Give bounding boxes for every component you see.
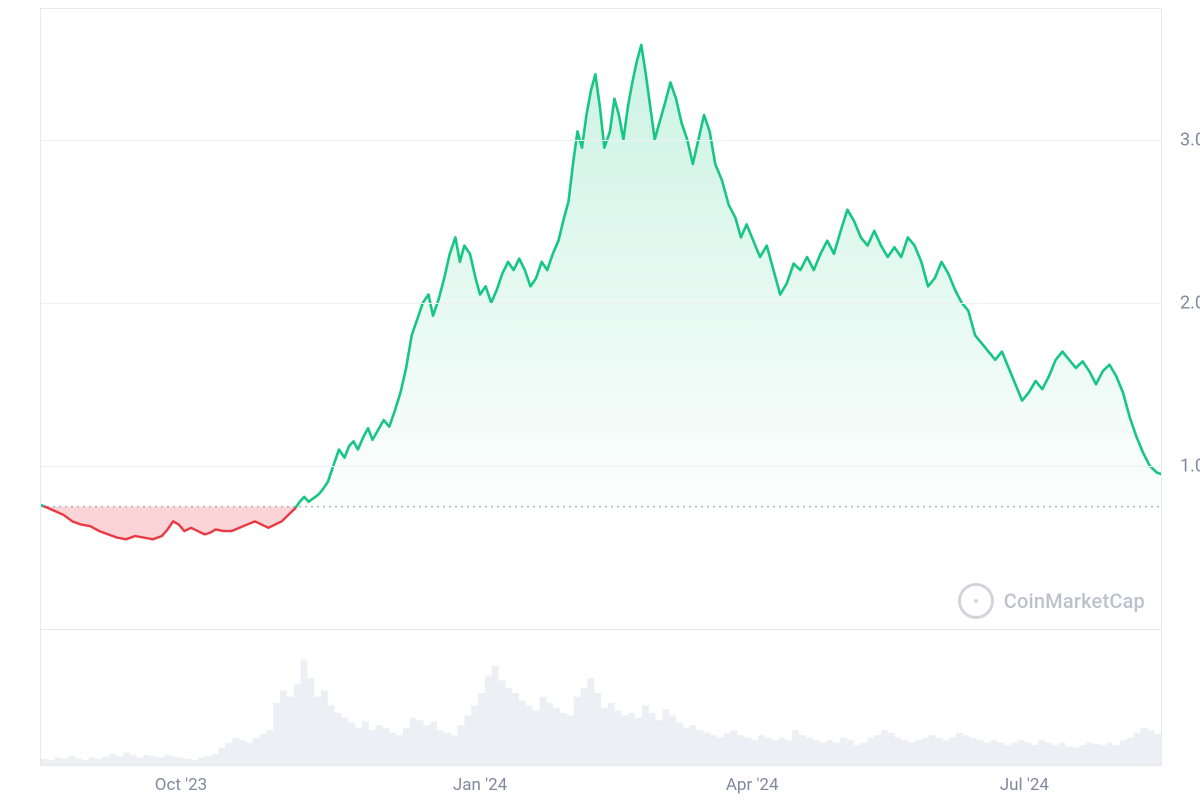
chart-frame: CoinMarketCap 1.02.03.0 Oct '23Jan '24Ap… <box>40 8 1162 766</box>
gridline <box>41 466 1161 467</box>
x-axis-tick-label: Apr '24 <box>726 775 779 795</box>
x-axis-tick-label: Oct '23 <box>155 775 207 795</box>
price-line-chart <box>41 9 1161 629</box>
y-axis-tick-label: 2.0 <box>1180 292 1200 313</box>
volume-panel[interactable] <box>41 630 1161 765</box>
y-axis-tick-label: 3.0 <box>1180 129 1200 150</box>
gridline <box>41 303 1161 304</box>
y-axis-tick-label: 1.0 <box>1180 455 1200 476</box>
x-axis-tick-label: Jan '24 <box>453 775 507 795</box>
watermark-text: CoinMarketCap <box>1004 589 1145 613</box>
gridline <box>41 140 1161 141</box>
price-panel[interactable]: CoinMarketCap 1.02.03.0 <box>41 9 1161 630</box>
watermark: CoinMarketCap <box>958 583 1145 619</box>
coinmarketcap-logo-icon <box>958 583 994 619</box>
volume-bar-chart <box>41 630 1161 765</box>
x-axis-tick-label: Jul '24 <box>1000 775 1049 795</box>
